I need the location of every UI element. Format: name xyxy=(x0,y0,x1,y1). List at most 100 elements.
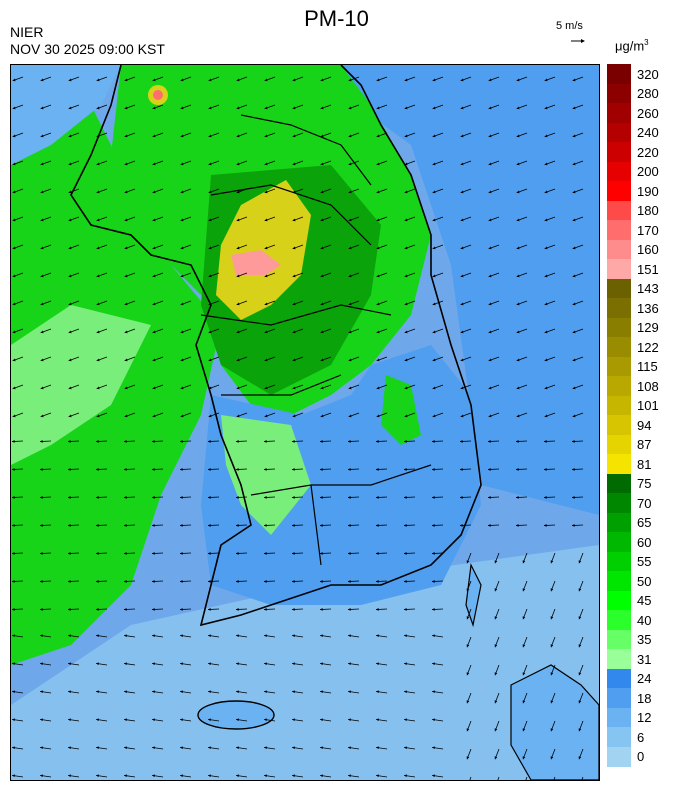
wind-arrow-head xyxy=(96,78,100,82)
wind-arrow-head xyxy=(466,644,470,648)
wind-arrow-head xyxy=(488,495,491,499)
legend-label: 280 xyxy=(637,86,659,102)
pm10-map[interactable] xyxy=(10,64,600,781)
wind-arrow-head xyxy=(544,246,548,250)
legend-label: 115 xyxy=(637,359,658,375)
legend-label: 65 xyxy=(637,515,652,531)
wind-arrow-head xyxy=(40,495,43,499)
wind-arrow-head xyxy=(68,579,71,583)
wind-arrow-head xyxy=(292,551,295,555)
wind-arrow-head xyxy=(292,439,295,443)
legend-label: 143 xyxy=(637,281,659,297)
wind-arrow-head xyxy=(572,218,576,222)
wind-arrow-head xyxy=(68,358,72,362)
wind-arrow-head xyxy=(180,690,183,694)
wind-arrow-head xyxy=(466,728,470,732)
legend-label: 94 xyxy=(637,417,652,433)
wind-arrow-head xyxy=(516,439,519,443)
legend-swatch xyxy=(607,746,631,767)
page-title: PM-10 xyxy=(304,6,369,31)
wind-arrow-head xyxy=(40,634,43,638)
wind-arrow-head xyxy=(96,690,99,694)
wind-arrow-head xyxy=(550,588,554,592)
wind-arrow-head xyxy=(522,588,526,592)
wind-arrow-head xyxy=(40,579,43,583)
wind-arrow-head xyxy=(488,302,492,306)
wind-arrow-head xyxy=(404,246,408,250)
unit-base: μg/m xyxy=(615,38,645,54)
wind-arrow-head xyxy=(404,579,407,583)
legend-label: 40 xyxy=(637,612,652,628)
wind-arrow-head xyxy=(320,162,324,166)
legend-label: 136 xyxy=(637,300,659,316)
legend-swatch xyxy=(607,512,631,533)
wind-arrow-head xyxy=(516,162,520,166)
wind-arrow-head xyxy=(404,218,408,222)
wind-arrow-head xyxy=(40,134,44,138)
legend-swatch xyxy=(607,278,631,299)
wind-arrow-head xyxy=(40,718,43,722)
wind-arrow-head xyxy=(152,495,155,499)
wind-arrow-head xyxy=(466,588,470,592)
wind-arrow-head xyxy=(320,414,324,418)
wind-arrow-head xyxy=(264,662,267,666)
wind-arrow-head xyxy=(124,634,127,638)
wind-vectors xyxy=(11,76,584,780)
wind-arrow-head xyxy=(376,134,380,138)
wind-arrow-head xyxy=(264,134,268,138)
wind-arrow-head xyxy=(96,358,100,362)
wind-arrow-head xyxy=(572,467,575,471)
legend-swatch xyxy=(607,493,631,513)
wind-arrow-head xyxy=(180,386,184,390)
wind-arrow-head xyxy=(544,330,548,334)
wind-arrow-head xyxy=(124,78,128,82)
wind-arrow-head xyxy=(152,330,156,334)
wind-arrow-head xyxy=(404,523,407,527)
wind-arrow-head xyxy=(376,579,379,583)
wind-arrow-head xyxy=(208,579,211,583)
wind-arrow-head xyxy=(152,579,155,583)
wind-arrow-head xyxy=(68,690,71,694)
wind-arrow-head xyxy=(348,190,352,194)
wind-arrow-head xyxy=(460,467,463,471)
wind-arrow-head xyxy=(460,274,464,278)
wind-arrow-head xyxy=(236,358,240,362)
wind-arrow-head xyxy=(152,718,155,722)
wind-arrow-head xyxy=(432,358,436,362)
wind-arrow-head xyxy=(236,162,240,166)
wind-arrow-head xyxy=(320,718,323,722)
wind-arrow-head xyxy=(236,274,240,278)
wind-arrow-head xyxy=(236,662,239,666)
legend-label: 6 xyxy=(637,729,645,745)
wind-arrow-head xyxy=(572,162,576,166)
wind-arrow-head xyxy=(96,134,100,138)
wind-arrow-head xyxy=(376,718,379,722)
wind-arrow-head xyxy=(236,746,239,750)
wind-arrow-head xyxy=(494,644,498,648)
wind-arrow-head xyxy=(404,718,407,722)
wind-arrow-head xyxy=(96,634,99,638)
wind-arrow-head xyxy=(320,607,323,611)
wind-arrow-head xyxy=(320,190,324,194)
legend-label: 60 xyxy=(637,534,652,550)
wind-arrow xyxy=(581,776,584,780)
wind-arrow-head xyxy=(68,162,72,166)
wind-arrow-head xyxy=(68,467,71,471)
wind-arrow-head xyxy=(494,700,498,704)
wind-arrow-head xyxy=(466,560,470,564)
legend-label: 50 xyxy=(637,573,652,589)
wind-arrow-head xyxy=(404,358,408,362)
wind-arrow-head xyxy=(124,218,128,222)
wind-arrow-head xyxy=(236,718,239,722)
wind-arrow-head xyxy=(96,579,99,583)
wind-arrow-head xyxy=(96,302,100,306)
legend-swatch xyxy=(607,220,631,240)
wind-arrow-head xyxy=(572,330,576,334)
legend-label: 260 xyxy=(637,105,659,121)
wind-arrow-head xyxy=(432,386,436,390)
wind-arrow-head xyxy=(348,607,351,611)
wind-arrow-head xyxy=(488,218,492,222)
wind-arrow-head xyxy=(432,162,436,166)
legend-label: 45 xyxy=(637,593,652,609)
wind-arrow-head xyxy=(404,106,408,110)
